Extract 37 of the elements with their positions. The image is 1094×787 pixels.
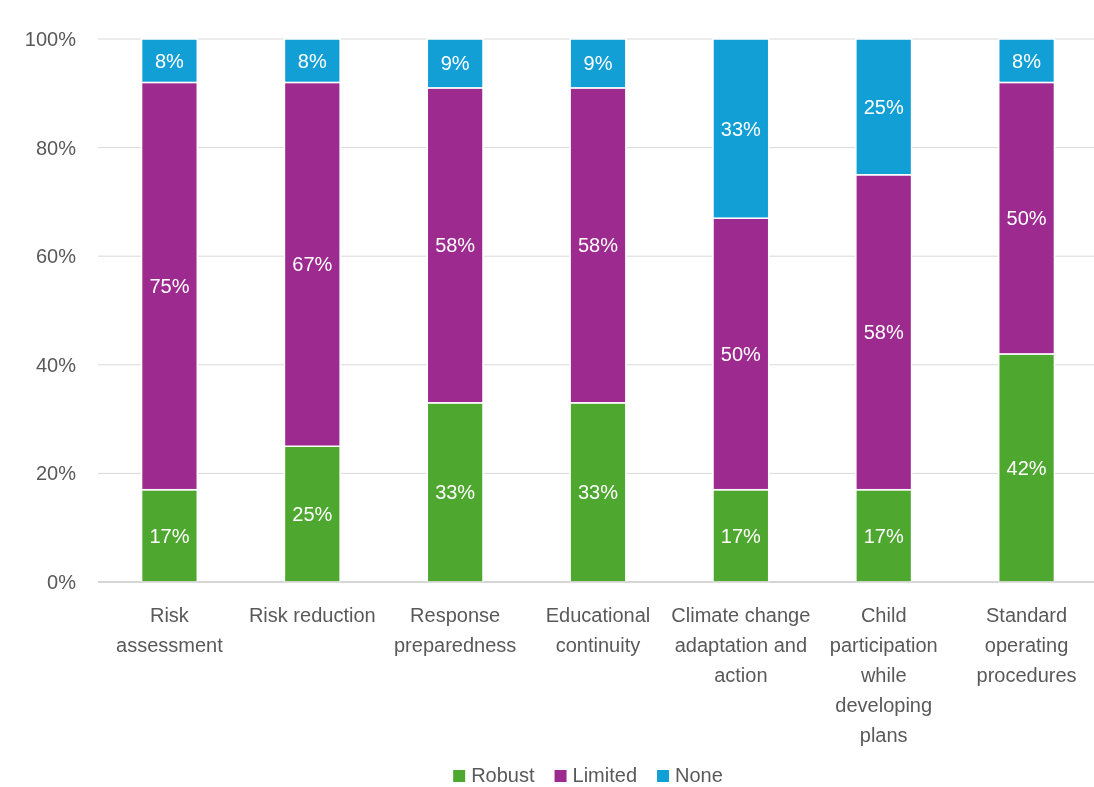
data-label: 25%	[292, 503, 333, 526]
legend-label: Robust	[471, 764, 535, 786]
data-label: 50%	[720, 342, 762, 365]
y-tick-label: 0%	[47, 571, 77, 593]
x-tick-label: Response preparedness	[393, 604, 517, 656]
data-label: 8%	[154, 49, 185, 72]
data-label: 8%	[297, 49, 327, 72]
data-label: 33%	[577, 481, 619, 504]
data-label: 67%	[292, 253, 333, 276]
data-label: 58%	[435, 234, 476, 257]
data-label: 17%	[863, 524, 904, 547]
y-tick-label: 60%	[35, 245, 77, 268]
y-tick-label: 20%	[35, 462, 77, 485]
x-tick-label: Educational continuity	[545, 604, 651, 656]
x-tick-label: Risk assessment	[116, 604, 224, 656]
legend-label: None	[675, 764, 723, 786]
y-tick-label: 100%	[24, 28, 77, 50]
y-tick-label: 80%	[35, 136, 77, 159]
data-label: 42%	[1006, 456, 1047, 479]
x-tick-label: Standard operating procedures	[976, 604, 1077, 686]
data-label: 17%	[149, 524, 190, 547]
x-tick-label: Child participation while developing plans	[829, 604, 938, 746]
data-label: 33%	[435, 481, 476, 504]
x-tick-label: Risk reduction	[248, 604, 376, 626]
x-tick-label: Climate change adaptation and action	[671, 604, 811, 686]
data-label: 50%	[1006, 207, 1047, 230]
data-label: 8%	[1012, 49, 1042, 72]
data-label: 75%	[149, 275, 190, 298]
y-tick-label: 40%	[35, 353, 77, 376]
data-label: 58%	[577, 234, 619, 257]
data-label: 17%	[720, 524, 762, 547]
data-label: 33%	[720, 117, 762, 140]
data-label: 9%	[583, 52, 613, 75]
data-label: 25%	[863, 95, 904, 118]
data-label: 9%	[440, 52, 470, 75]
legend-label: Limited	[572, 764, 638, 786]
data-label: 58%	[863, 321, 904, 344]
